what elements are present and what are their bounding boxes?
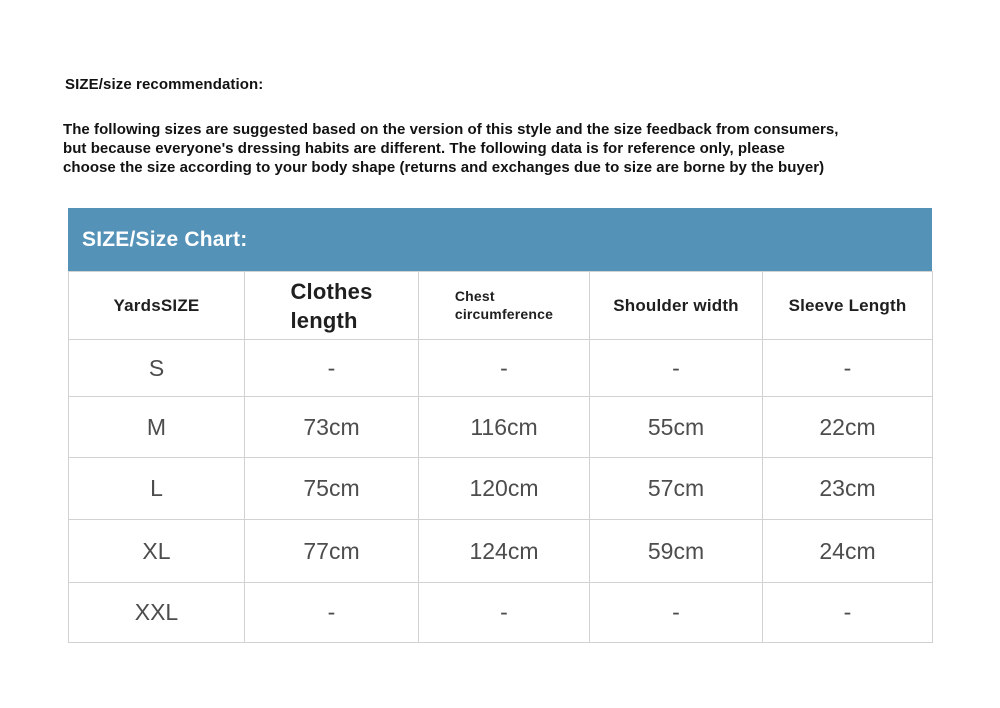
intro-line: The following sizes are suggested based …	[63, 121, 839, 138]
value-cell: -	[244, 582, 419, 643]
intro-line: but because everyone's dressing habits a…	[63, 140, 785, 157]
value-cell: 55cm	[589, 396, 763, 458]
size-cell: XL	[68, 519, 245, 583]
value-cell: 75cm	[244, 457, 419, 520]
size-cell: S	[68, 339, 245, 397]
column-header-label: Clothes length	[290, 278, 373, 333]
size-chart-banner: SIZE/Size Chart:	[68, 208, 932, 271]
table-row: XL 77cm 124cm 59cm 24cm	[68, 519, 933, 583]
value-cell: -	[418, 582, 590, 643]
column-header-sleeve-length: Sleeve Length	[762, 271, 933, 340]
table-row: XXL - - - -	[68, 582, 933, 643]
value-cell: 23cm	[762, 457, 933, 520]
column-header-yards-size: YardsSIZE	[68, 271, 245, 340]
value-cell: -	[418, 339, 590, 397]
intro-line: choose the size according to your body s…	[63, 159, 825, 176]
size-cell: L	[68, 457, 245, 520]
column-header-label: Chest circumference	[454, 288, 554, 322]
value-cell: 24cm	[762, 519, 933, 583]
value-cell: 77cm	[244, 519, 419, 583]
value-cell: 124cm	[418, 519, 590, 583]
size-cell: XXL	[68, 582, 245, 643]
column-header-label: Sleeve Length	[788, 295, 907, 315]
column-header-chest-circumference: Chest circumference	[418, 271, 590, 340]
size-chart-banner-title: SIZE/Size Chart:	[82, 227, 248, 251]
page-title: SIZE/size recommendation:	[65, 76, 264, 93]
value-cell: -	[589, 582, 763, 643]
value-cell: 73cm	[244, 396, 419, 458]
table-header-row: YardsSIZE Clothes length Chest circumfer…	[68, 271, 933, 340]
value-cell: -	[589, 339, 763, 397]
table-row: S - - - -	[68, 339, 933, 397]
column-header-shoulder-width: Shoulder width	[589, 271, 763, 340]
size-chart: SIZE/Size Chart: YardsSIZE Clothes lengt…	[68, 208, 933, 643]
size-table: YardsSIZE Clothes length Chest circumfer…	[68, 271, 933, 643]
value-cell: -	[762, 582, 933, 643]
value-cell: 120cm	[418, 457, 590, 520]
value-cell: 59cm	[589, 519, 763, 583]
value-cell: -	[244, 339, 419, 397]
value-cell: 22cm	[762, 396, 933, 458]
value-cell: 116cm	[418, 396, 590, 458]
intro-paragraph: The following sizes are suggested based …	[63, 120, 839, 177]
column-header-label: YardsSIZE	[113, 295, 200, 315]
column-header-clothes-length: Clothes length	[244, 271, 419, 340]
value-cell: -	[762, 339, 933, 397]
value-cell: 57cm	[589, 457, 763, 520]
column-header-label: Shoulder width	[613, 295, 739, 315]
table-row: M 73cm 116cm 55cm 22cm	[68, 396, 933, 458]
table-row: L 75cm 120cm 57cm 23cm	[68, 457, 933, 520]
size-cell: M	[68, 396, 245, 458]
